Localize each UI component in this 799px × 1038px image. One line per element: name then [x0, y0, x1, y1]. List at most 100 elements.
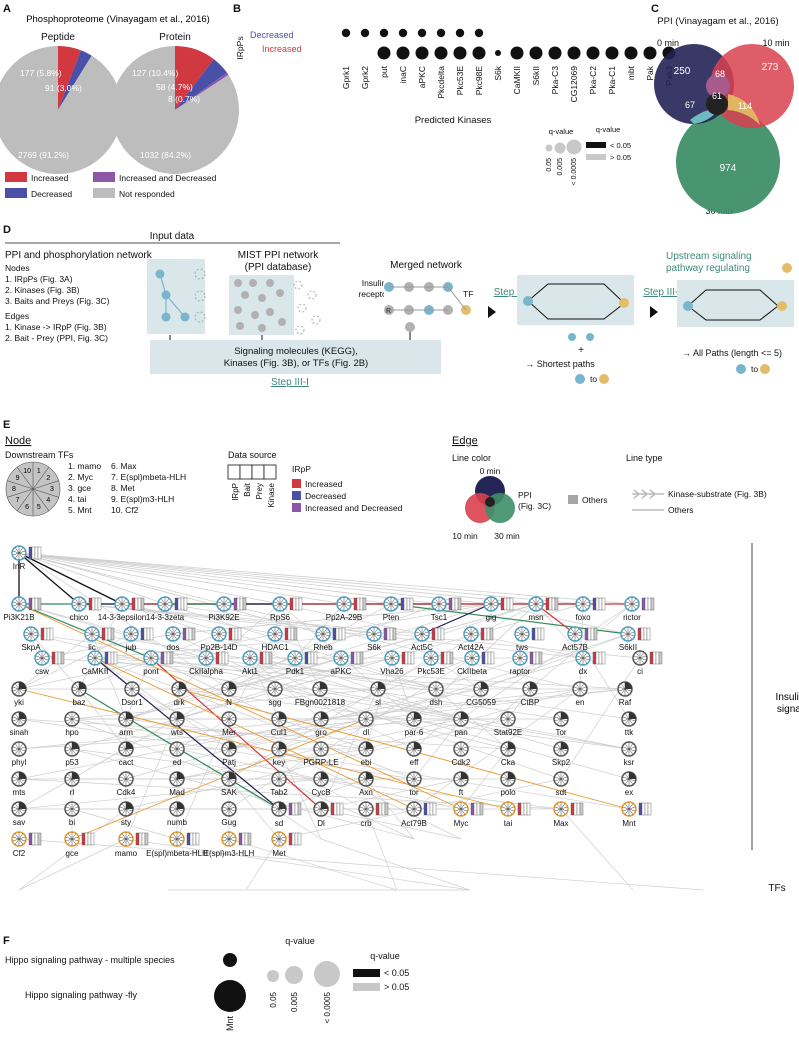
- network-edge: [435, 657, 521, 690]
- legend-label: Increased: [31, 173, 69, 183]
- node-spoke: [224, 718, 230, 725]
- node-spoke: [14, 778, 20, 785]
- node-spoke: [170, 806, 178, 810]
- node-spoke: [150, 657, 156, 664]
- node-spoke: [78, 601, 86, 605]
- network-edge: [71, 748, 415, 840]
- data-source-bar: [595, 651, 600, 665]
- node-spoke: [431, 688, 437, 695]
- data-source-bar: [592, 597, 597, 611]
- peptide-pie-slice: [58, 50, 92, 110]
- node-spoke: [560, 806, 568, 810]
- node-spoke: [320, 778, 328, 782]
- node-spoke: [359, 718, 367, 722]
- data-source-bar: [637, 627, 642, 641]
- data-source-bar: [548, 597, 553, 611]
- node-spoke: [464, 631, 472, 635]
- node-spoke: [223, 603, 231, 607]
- node-spoke: [503, 743, 509, 750]
- node-label: Gug: [221, 818, 236, 827]
- data-source-bar: [238, 832, 243, 846]
- node-spoke: [71, 803, 77, 810]
- pie-title: Protein: [159, 32, 191, 43]
- node-spoke: [373, 628, 379, 635]
- node-spoke: [290, 657, 296, 664]
- node-spoke: [125, 688, 133, 692]
- tf-list-item: 6. Max: [111, 461, 137, 471]
- data-source-bar: [297, 802, 302, 816]
- node-spoke: [624, 748, 630, 755]
- network-edge: [18, 838, 127, 891]
- pie-label: 91 (3.0%): [45, 83, 82, 93]
- node-spoke: [65, 746, 73, 750]
- node-spoke: [172, 773, 178, 780]
- node-label: 14-3-3epsilon: [98, 613, 146, 622]
- network-edge: [94, 657, 626, 690]
- node-spoke: [274, 628, 280, 635]
- merged-title: Merged network: [390, 260, 463, 271]
- kinase-label: Pka-C1: [607, 66, 617, 95]
- mist-dot: [258, 324, 266, 332]
- node-spoke: [222, 806, 230, 810]
- node-spoke: [119, 746, 127, 750]
- node-spoke: [67, 808, 73, 815]
- node-spoke: [535, 603, 543, 607]
- data-source-bar: [236, 597, 241, 611]
- data-source-bar: [284, 627, 289, 641]
- node-spoke: [359, 716, 367, 720]
- data-source-bar: [31, 546, 36, 560]
- node-spoke: [578, 603, 584, 610]
- size-key-label: 0.005: [557, 158, 564, 176]
- venn-label: 10 min: [452, 531, 478, 541]
- network-edge: [18, 552, 584, 605]
- data-source-bar: [182, 627, 187, 641]
- node-spoke: [620, 683, 626, 690]
- node-spoke: [430, 652, 436, 659]
- node-spoke: [560, 718, 568, 722]
- node-spoke: [574, 628, 580, 635]
- node-spoke: [212, 631, 220, 635]
- node-spoke: [126, 633, 132, 640]
- size-key-label: < 0.0005: [571, 158, 578, 186]
- node-spoke: [125, 808, 133, 812]
- node-spoke: [337, 603, 345, 607]
- node-spoke: [12, 836, 20, 840]
- node-label: PGRP-LE: [303, 758, 338, 767]
- node-spoke: [294, 657, 302, 661]
- decreased-dot: [398, 28, 408, 38]
- network-edge: [365, 657, 393, 750]
- node-spoke: [125, 836, 133, 840]
- node-spoke: [432, 603, 440, 607]
- protein-pie-slice: [175, 59, 228, 110]
- node-spoke: [78, 688, 86, 692]
- node-spoke: [172, 713, 178, 720]
- node-spoke: [172, 838, 178, 845]
- node-spoke: [164, 598, 170, 605]
- data-source-bar: [88, 597, 93, 611]
- node-spoke: [121, 748, 127, 755]
- network-edge: [78, 603, 584, 659]
- node-spoke: [365, 748, 373, 752]
- decreased-dot: [341, 28, 351, 38]
- data-source-bar: [143, 627, 148, 641]
- node-spoke: [560, 718, 566, 725]
- node-spoke: [490, 598, 496, 605]
- data-source-bar: [410, 651, 415, 665]
- node-spoke: [249, 657, 257, 661]
- node-spoke: [278, 773, 284, 780]
- node-spoke: [176, 778, 182, 785]
- data-source-bar: [221, 651, 226, 665]
- node-spoke: [71, 836, 79, 840]
- node-spoke: [627, 633, 633, 640]
- step-arrow: [650, 306, 658, 318]
- network-edge: [413, 688, 581, 810]
- node-spoke: [170, 748, 178, 752]
- node-spoke: [384, 603, 392, 607]
- network-edge: [560, 808, 634, 891]
- node-spoke: [628, 748, 634, 755]
- node-label: HDAC1: [261, 643, 289, 652]
- node-spoke: [14, 833, 20, 840]
- node-spoke: [168, 628, 174, 635]
- node-fill: [378, 682, 385, 689]
- node-label: tws: [516, 643, 528, 652]
